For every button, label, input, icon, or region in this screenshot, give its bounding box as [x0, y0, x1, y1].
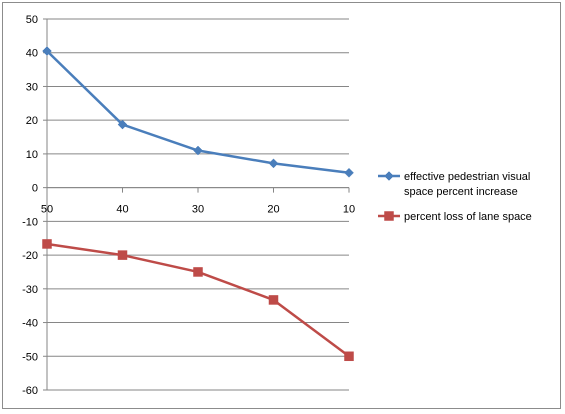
x-tick-label: 40 — [116, 204, 128, 216]
data-point-marker — [42, 239, 52, 249]
y-tick-labels: 50 40 30 20 10 0 -10 -20 -30 -40 -50 -60 — [22, 14, 38, 397]
legend-label: effective pedestrian visual — [404, 171, 530, 183]
y-tick-label: 40 — [26, 48, 38, 60]
data-point-marker — [42, 46, 52, 56]
x-tick-label: 10 — [343, 204, 355, 216]
y-tick-label: -30 — [22, 284, 38, 296]
legend-marker — [384, 211, 394, 221]
x-tick-labels: 50 40 30 20 10 — [41, 204, 355, 216]
y-tick-label: -20 — [22, 250, 38, 262]
legend-label: space percent increase — [404, 186, 518, 198]
data-point-marker — [268, 158, 279, 169]
data-point-marker — [193, 267, 203, 277]
legend-label: percent loss of lane space — [404, 211, 532, 223]
series-line — [46, 242, 350, 358]
y-tick-label: 50 — [26, 14, 38, 26]
legend: effective pedestrian visual space percent… — [378, 171, 532, 223]
data-point-marker — [344, 167, 354, 178]
data-point-marker — [193, 145, 203, 156]
series-2 — [42, 239, 354, 362]
data-point-marker — [117, 250, 128, 260]
y-tick-label: -60 — [22, 385, 38, 397]
y-tick-label: 20 — [26, 115, 38, 127]
y-tick-label: -40 — [22, 318, 38, 330]
y-tick-label: -50 — [22, 351, 38, 363]
data-point-marker — [344, 351, 354, 362]
legend-item-2: percent loss of lane space — [378, 211, 532, 223]
x-tick-label: 20 — [267, 204, 279, 216]
axes — [43, 18, 350, 391]
y-tick-label: -10 — [22, 216, 38, 228]
series-group — [42, 46, 354, 362]
y-tick-label: 30 — [26, 81, 38, 93]
legend-marker — [384, 171, 394, 181]
y-tick-label: 0 — [32, 183, 38, 195]
data-point-marker — [117, 119, 128, 130]
x-tick-label: 30 — [192, 204, 204, 216]
data-point-marker — [268, 295, 279, 305]
y-tick-label: 10 — [26, 149, 38, 161]
x-tick-label: 50 — [41, 204, 53, 216]
series-1 — [42, 46, 354, 178]
legend-item-1: effective pedestrian visual space percent… — [378, 171, 530, 198]
chart-frame — [2, 2, 561, 409]
